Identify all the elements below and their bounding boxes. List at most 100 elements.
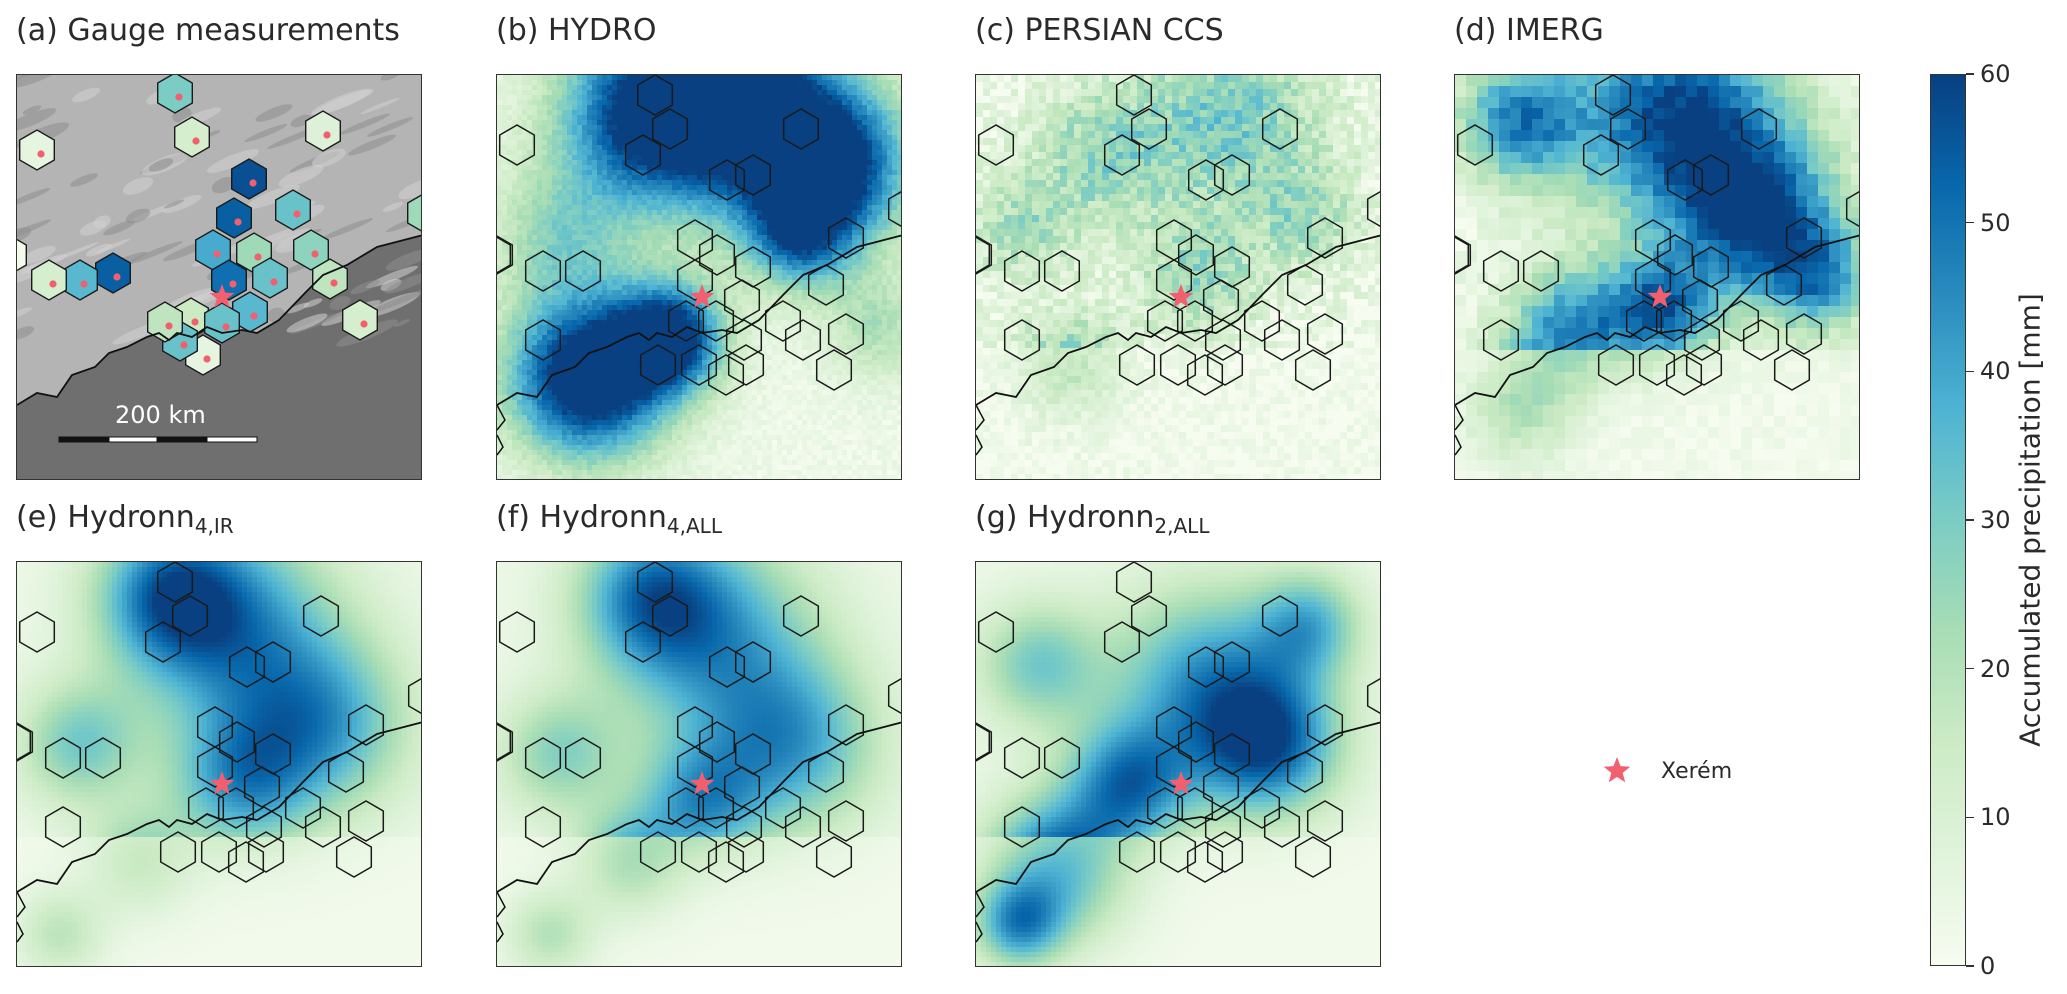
gauge-hexagon xyxy=(347,800,385,842)
gauge-hexagon xyxy=(976,235,993,275)
gauge-hexagon xyxy=(707,841,745,883)
xerem-star xyxy=(209,771,235,795)
map-canvas-a xyxy=(17,75,421,479)
gauge-hexagon xyxy=(524,319,562,361)
gauge-hexagon xyxy=(498,124,536,166)
gauge-dot xyxy=(203,355,211,363)
gauge-hexagon xyxy=(1666,159,1704,201)
gauge-hexagon xyxy=(1213,641,1251,683)
colorbar xyxy=(1930,74,1966,966)
gauge-hexagon xyxy=(171,595,209,637)
colorbar-tick-label: 50 xyxy=(1980,211,2011,235)
map-panel-persian xyxy=(975,74,1381,480)
gauge-hexagon xyxy=(1186,841,1224,883)
gauge-hexagon xyxy=(497,722,514,762)
gauge-hexagon xyxy=(624,621,662,663)
gauge-hexagon xyxy=(254,641,292,683)
map-panel-h4ir xyxy=(16,561,422,967)
gauge-hexagon xyxy=(227,841,265,883)
gauge-dot xyxy=(80,280,88,288)
gauge-hexagon xyxy=(187,787,225,829)
gauge-hexagon xyxy=(251,257,288,299)
gauge-hexagon xyxy=(977,124,1015,166)
gauge-hexagon xyxy=(723,766,761,808)
gauge-hexagon xyxy=(284,787,322,829)
gauge-hexagon xyxy=(636,75,674,116)
gauge-hexagon xyxy=(697,300,735,342)
gauge-hexagon xyxy=(639,831,677,873)
gauge-dot xyxy=(323,131,331,139)
gauge-hexagon xyxy=(1003,250,1041,292)
panel-title-b: (b) HYDRO xyxy=(496,16,656,46)
gauge-hexagon xyxy=(1206,344,1244,386)
gauge-hexagon xyxy=(784,319,822,361)
panel-title-e-sub: 4,IR xyxy=(195,514,234,538)
gauge-dot xyxy=(311,250,319,258)
gauge-hexagon xyxy=(497,723,512,761)
gauge-hexagon xyxy=(698,234,736,276)
gauge-hexagon xyxy=(196,746,234,788)
gauge-hexagon xyxy=(725,319,763,361)
colorbar-tick xyxy=(1966,519,1974,521)
gauge-hexagon xyxy=(1261,595,1299,637)
gauge-dot xyxy=(254,253,262,261)
gauge-hexagon xyxy=(698,721,736,763)
gauge-hexagon xyxy=(1740,108,1778,150)
gauge-hexagon xyxy=(976,723,991,761)
coastline-islands xyxy=(497,891,506,943)
gauge-hexagon xyxy=(1286,751,1324,793)
scale-bar-segment xyxy=(58,436,110,443)
legend-label: Xerém xyxy=(1661,759,1732,784)
precip-raster xyxy=(497,562,901,966)
gauge-hexagon xyxy=(1177,234,1215,276)
gauge-hexagon xyxy=(1177,721,1215,763)
coastline-islands xyxy=(1455,404,1464,456)
coastline xyxy=(976,234,1380,406)
gauge-hexagon xyxy=(524,806,562,848)
gauge-hexagon xyxy=(1003,737,1041,779)
gauge-hexagon xyxy=(1003,319,1041,361)
gauge-hexagon xyxy=(815,836,853,878)
gauge-hexagon xyxy=(707,354,745,396)
gauge-hexagon xyxy=(1187,159,1225,201)
gauge-hexagon xyxy=(1456,124,1494,166)
gauge-hexagon xyxy=(228,646,266,688)
gauge-hexagon xyxy=(667,787,705,829)
gauge-hexagons xyxy=(1455,75,1859,396)
gauge-hexagon xyxy=(1294,836,1332,878)
panel-title-g-sub: 2,ALL xyxy=(1154,514,1209,538)
gauge-hexagon xyxy=(497,235,514,275)
gauge-hexagon xyxy=(1261,108,1299,150)
gauge-hexagon xyxy=(887,191,901,227)
gauge-hexagon xyxy=(725,806,763,848)
gauge-hexagon xyxy=(827,800,865,842)
gauge-dot xyxy=(249,179,257,187)
gauge-hexagon xyxy=(218,721,256,763)
gauge-hexagons xyxy=(497,75,901,396)
map-panel-h4all xyxy=(496,561,902,967)
map-canvas-c xyxy=(976,75,1380,479)
map-canvas-d xyxy=(1455,75,1859,479)
gauge-hexagon xyxy=(764,787,802,829)
coastline-islands xyxy=(497,404,506,456)
xerem-star xyxy=(689,284,715,308)
gauge-hexagon xyxy=(17,238,28,272)
gauge-hexagon xyxy=(17,722,34,762)
gauge-hexagon xyxy=(44,737,82,779)
coastline xyxy=(497,721,901,893)
precip-raster xyxy=(976,75,1380,479)
gauge-dot xyxy=(360,320,368,328)
gauge-hexagon xyxy=(636,562,674,603)
gauge-hexagons xyxy=(17,562,421,883)
gauge-hexagon xyxy=(1103,621,1141,663)
gauge-hexagon xyxy=(1263,319,1301,361)
gauge-hexagon xyxy=(342,299,378,341)
gauge-hexagon xyxy=(1765,264,1803,306)
gauge-hexagon xyxy=(827,217,865,259)
gauge-hexagon xyxy=(217,787,255,829)
gauge-hexagon xyxy=(156,562,194,603)
coastline-islands xyxy=(17,891,26,943)
gauge-hexagon xyxy=(1366,191,1380,227)
map-canvas-e xyxy=(17,562,421,966)
gauge-hexagon xyxy=(1146,300,1184,342)
